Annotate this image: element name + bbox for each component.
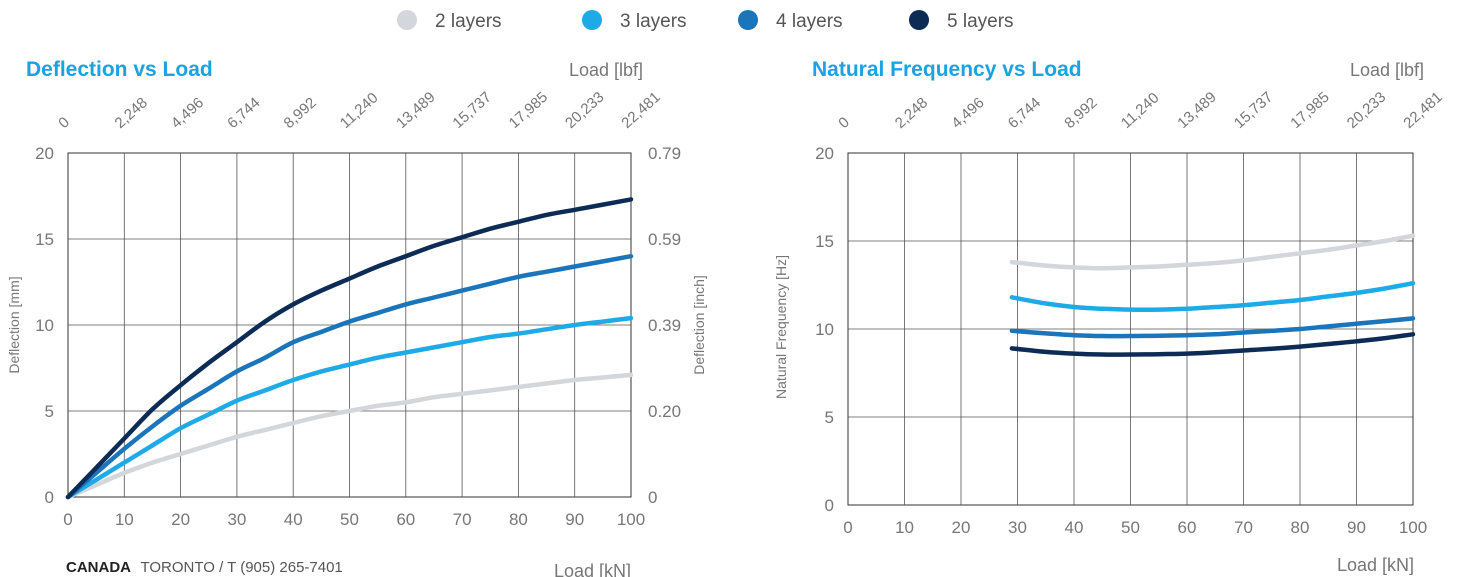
top-tick-label: 11,240 [337, 89, 382, 132]
top-tick-label: 8,992 [1061, 94, 1100, 132]
x-tick-label: 70 [1234, 518, 1253, 537]
x-tick-label: 100 [1399, 518, 1427, 537]
top-tick-label: 2,248 [892, 94, 931, 132]
y2-tick-label: 0.79 [648, 144, 681, 163]
series-line-5-layers [1009, 332, 1416, 357]
y2-tick-label: 0.59 [648, 230, 681, 249]
legend: 2 layers 3 layers 4 layers 5 layers [397, 10, 1014, 32]
x-tick-label: 60 [396, 510, 415, 529]
top-tick-label: 0 [55, 114, 73, 132]
series-line-4-layers [1009, 316, 1416, 339]
top-axis-title: Load [lbf] [569, 60, 643, 80]
series-line-3-layers [65, 315, 634, 500]
top-tick-label: 13,489 [393, 89, 438, 132]
x-tick-label: 90 [565, 510, 584, 529]
top-tick-label: 4,496 [948, 94, 987, 132]
top-tick-label: 22,481 [1400, 89, 1445, 132]
legend-marker [397, 10, 417, 30]
y-tick-label: 20 [35, 144, 54, 163]
x-tick-label: 0 [63, 510, 72, 529]
top-tick-label: 17,985 [506, 89, 551, 132]
chart-title: Natural Frequency vs Load [812, 58, 1082, 81]
x-tick-label: 40 [284, 510, 303, 529]
top-tick-label: 0 [835, 114, 853, 132]
chart-title: Deflection vs Load [26, 58, 213, 81]
legend-label: 2 layers [435, 11, 502, 32]
x-tick-label: 60 [1178, 518, 1197, 537]
x-tick-label: 50 [1121, 518, 1140, 537]
series-line-3-layers [1009, 280, 1416, 312]
x-tick-label: 100 [617, 510, 645, 529]
x-tick-label: 40 [1065, 518, 1084, 537]
top-tick-label: 8,992 [281, 94, 320, 132]
y-axis-title: Deflection [mm] [6, 276, 22, 373]
top-axis-title: Load [lbf] [1350, 60, 1424, 80]
top-tick-label: 15,737 [449, 89, 494, 132]
top-tick-label: 22,481 [618, 89, 663, 132]
y2-tick-label: 0.39 [648, 316, 681, 335]
y-tick-label: 5 [45, 402, 54, 421]
frequency-chart: Natural Frequency vs Load Load [lbf] Loa… [773, 58, 1446, 575]
legend-marker [909, 10, 929, 30]
legend-label: 4 layers [776, 11, 843, 32]
footer: CANADA TORONTO / T (905) 265-7401 [66, 559, 343, 576]
footer-contact: TORONTO / T (905) 265-7401 [140, 559, 342, 576]
deflection-chart: Deflection vs Load Load [lbf] Load [kN] … [6, 58, 707, 577]
series-line-2-layers [65, 372, 634, 500]
top-tick-label: 20,233 [1344, 89, 1389, 132]
top-tick-label: 20,233 [562, 89, 607, 132]
top-tick-label: 11,240 [1118, 89, 1163, 132]
series-line-2-layers [1009, 233, 1416, 271]
y2-tick-label: 0 [648, 488, 657, 507]
y-tick-label: 10 [35, 316, 54, 335]
top-tick-label: 17,985 [1287, 89, 1332, 132]
y-axis-title: Natural Frequency [Hz] [773, 255, 789, 399]
y-tick-label: 15 [35, 230, 54, 249]
legend-label: 5 layers [947, 11, 1014, 32]
x-axis-title: Load [kN] [1337, 555, 1414, 575]
y2-axis-title: Deflection [inch] [691, 275, 707, 375]
x-tick-label: 70 [453, 510, 472, 529]
y-tick-label: 20 [815, 144, 834, 163]
top-tick-label: 2,248 [112, 94, 151, 132]
top-tick-label: 15,737 [1231, 89, 1276, 132]
x-tick-label: 10 [895, 518, 914, 537]
footer-country: CANADA [66, 559, 131, 576]
x-tick-label: 30 [1008, 518, 1027, 537]
top-tick-label: 6,744 [224, 94, 263, 132]
y-tick-label: 0 [45, 488, 54, 507]
x-tick-label: 90 [1347, 518, 1366, 537]
x-axis-title: Load [kN] [554, 561, 631, 577]
top-tick-label: 4,496 [168, 94, 207, 132]
x-tick-label: 80 [509, 510, 528, 529]
y2-tick-label: 0.20 [648, 402, 681, 421]
x-tick-label: 80 [1291, 518, 1310, 537]
x-tick-label: 20 [952, 518, 971, 537]
series-line-5-layers [65, 197, 634, 500]
legend-marker [738, 10, 758, 30]
svg-text:CANADA TORONTO / T (905): CANADA TORONTO / T (905) 265-7401 [66, 559, 343, 576]
y-tick-label: 5 [825, 408, 834, 427]
y-tick-label: 10 [815, 320, 834, 339]
x-tick-label: 50 [340, 510, 359, 529]
y-tick-label: 15 [815, 232, 834, 251]
x-tick-label: 10 [115, 510, 134, 529]
legend-marker [582, 10, 602, 30]
y-tick-label: 0 [825, 496, 834, 515]
legend-label: 3 layers [620, 11, 687, 32]
top-tick-label: 6,744 [1005, 94, 1044, 132]
x-tick-label: 0 [843, 518, 852, 537]
x-tick-label: 20 [171, 510, 190, 529]
series-line-4-layers [65, 253, 634, 500]
x-tick-label: 30 [227, 510, 246, 529]
top-tick-label: 13,489 [1174, 89, 1219, 132]
